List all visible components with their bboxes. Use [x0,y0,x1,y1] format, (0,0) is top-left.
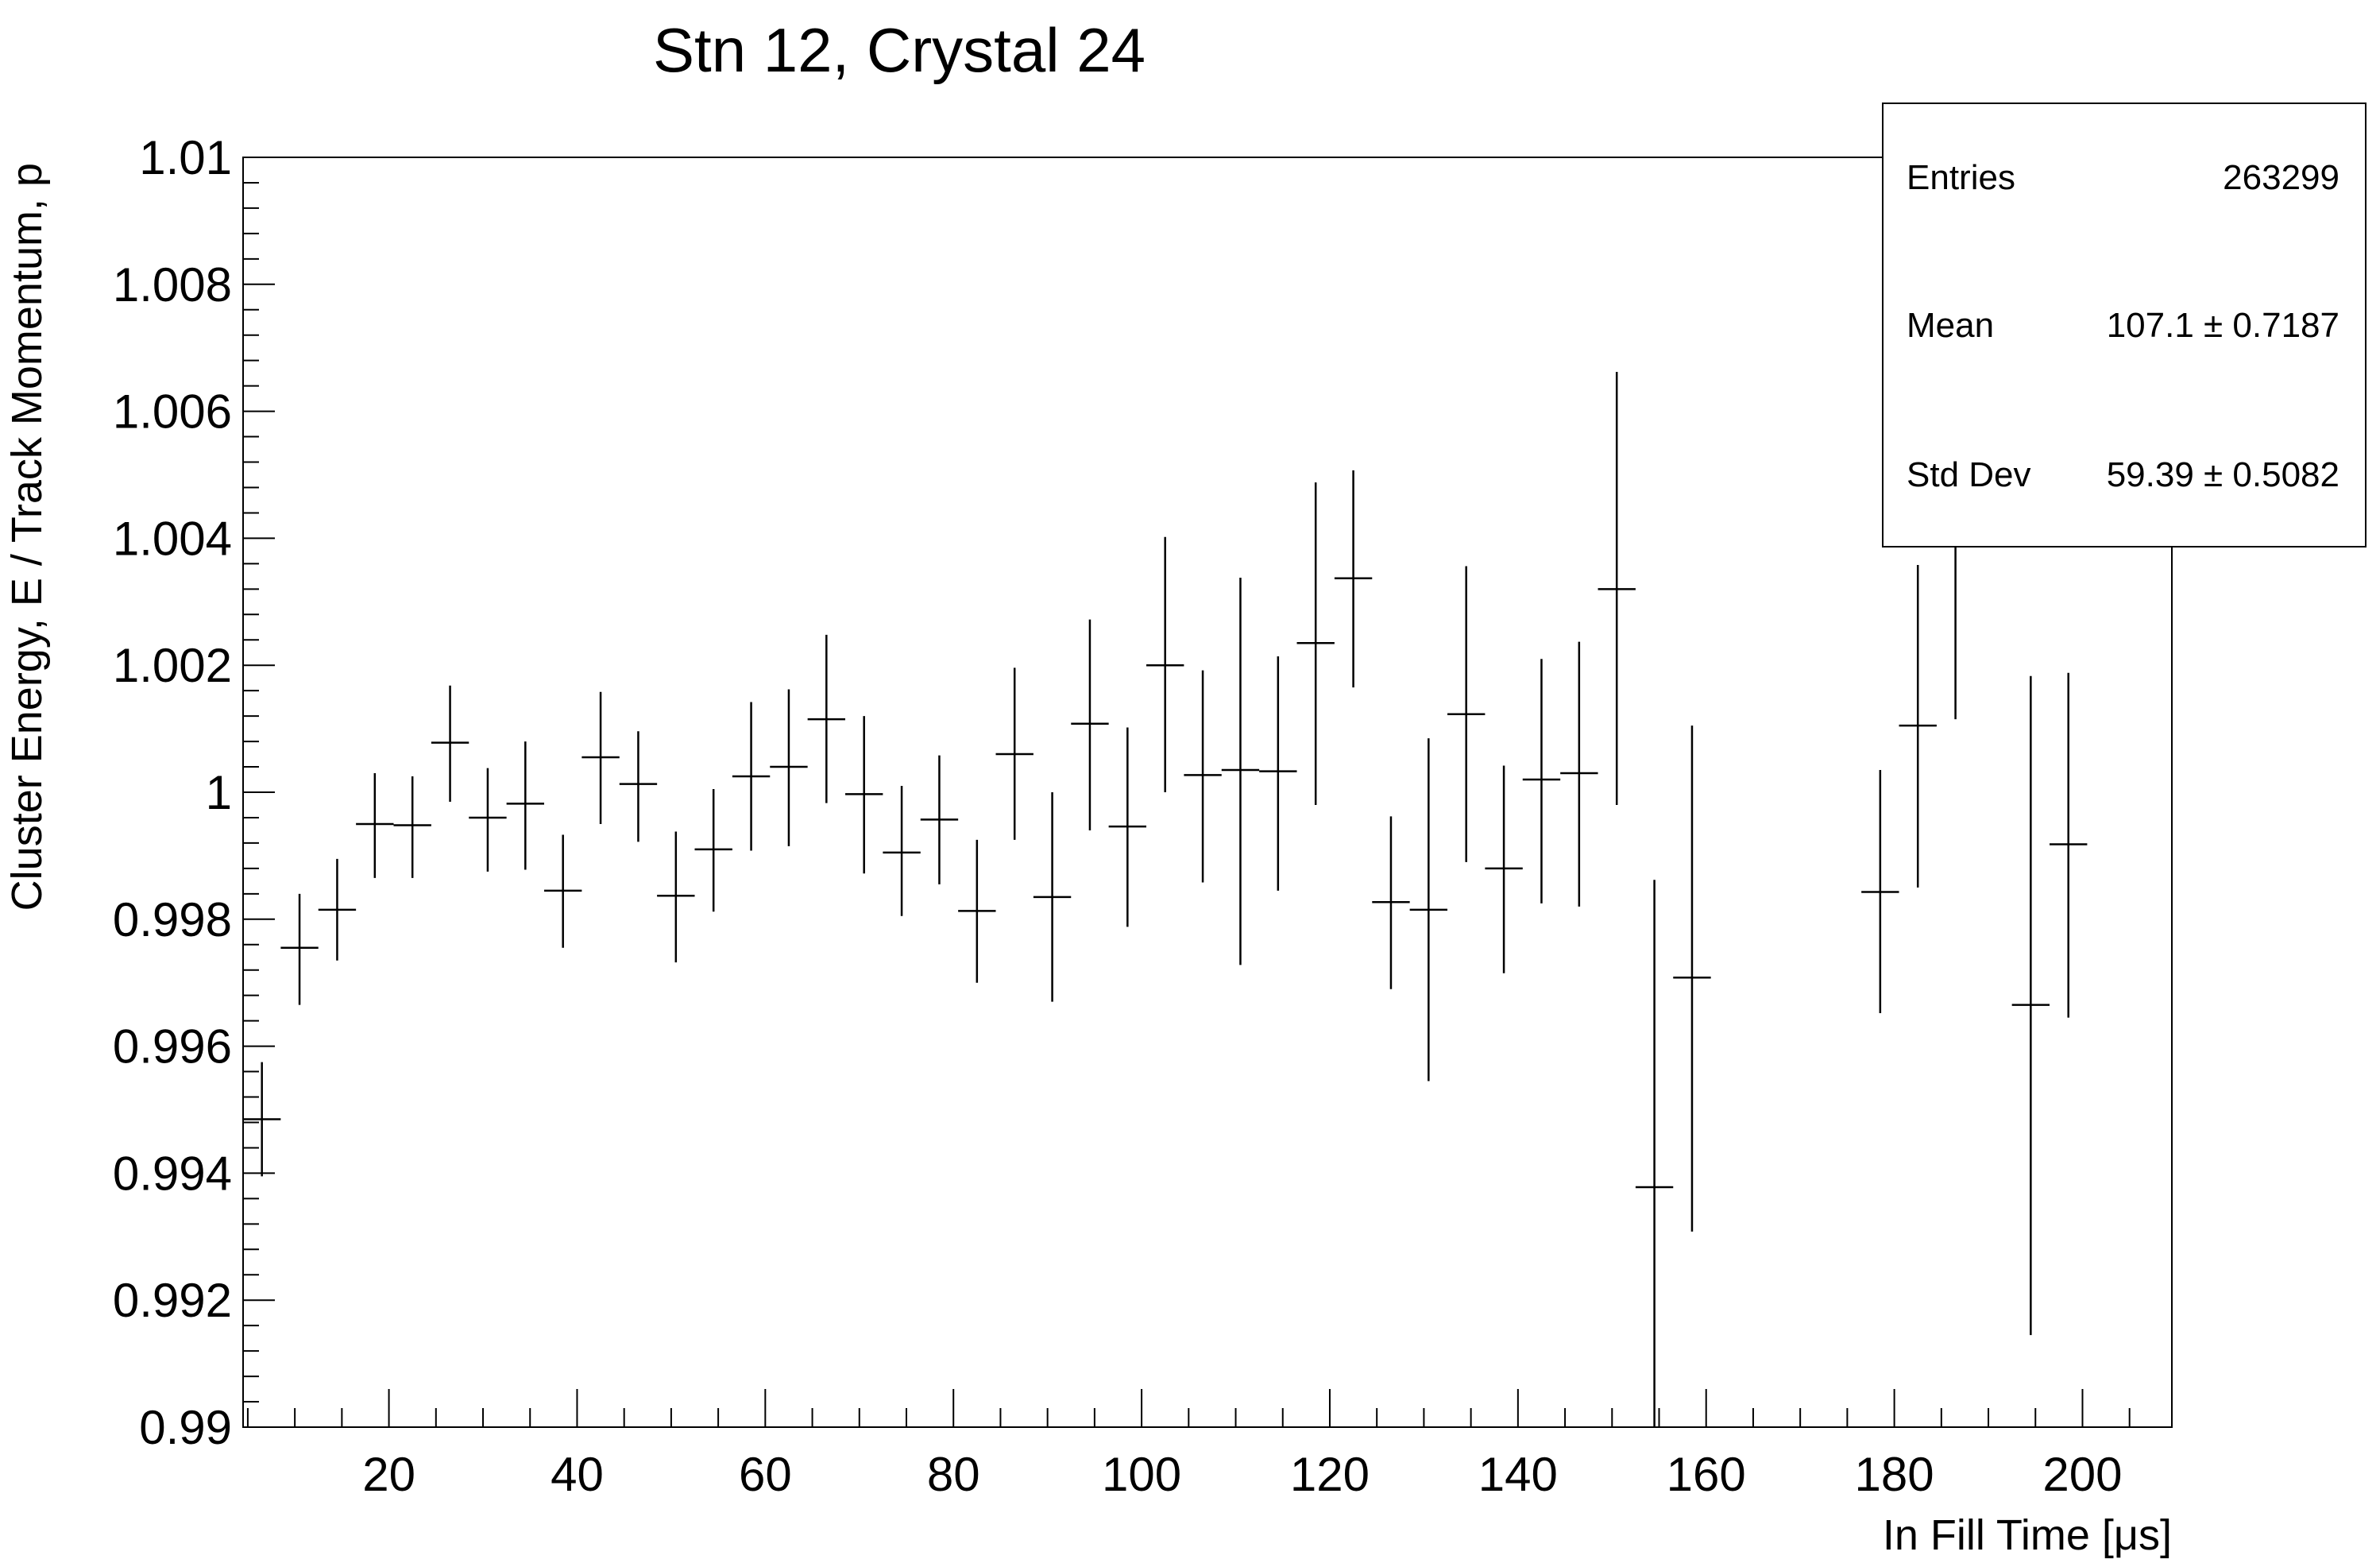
y-tick-label: 0.998 [113,893,232,946]
data-point [1560,641,1598,907]
y-tick-label: 0.996 [113,1020,232,1074]
data-point [2011,675,2050,1336]
data-point [732,702,771,851]
data-point [770,689,808,846]
x-tick-label: 40 [551,1448,604,1501]
data-point [1221,577,1260,965]
y-tick-label: 0.992 [113,1274,232,1327]
data-point [807,634,846,803]
data-point [1861,770,1899,1014]
data-point [431,685,469,802]
data-point [243,1062,281,1177]
stats-mean-value: 107.1 ± 0.7187 [2107,306,2339,345]
data-point [995,667,1034,840]
stats-mean-label: Mean [1907,306,1994,345]
chart-title: Stn 12, Crystal 24 [653,15,1146,85]
x-tick-label: 160 [1667,1448,1746,1501]
stats-entries-value: 263299 [2223,158,2339,197]
data-point [845,716,883,874]
y-tick-label: 1.006 [113,385,232,439]
x-tick-label: 200 [2042,1448,2122,1501]
x-axis: 20 40 60 80 100 120 140 160 180 200 [246,1389,2131,1501]
data-point [2050,672,2088,1018]
stats-stddev-label: Std Dev [1907,455,2031,494]
data-point [920,755,959,884]
stats-box: Entries 263299 Mean 107.1 ± 0.7187 Std D… [1882,103,2366,547]
y-tick-label: 1 [206,766,232,819]
data-point [469,768,507,872]
data-point [1409,738,1448,1081]
data-point [1598,372,1636,805]
data-point [1259,656,1297,891]
stats-box-frame [1882,103,2366,547]
data-point [1334,470,1373,688]
y-tick-label: 1.01 [139,131,232,184]
y-tick-label: 1.008 [113,258,232,311]
data-series [243,344,2088,1427]
data-point [544,834,582,948]
data-point [694,789,732,912]
data-point [1635,880,1674,1427]
x-tick-label: 80 [927,1448,980,1501]
data-point [318,858,357,961]
data-point [657,831,695,963]
x-tick-label: 100 [1102,1448,1181,1501]
data-point [393,776,431,878]
data-point [1071,619,1109,830]
x-tick-label: 60 [739,1448,792,1501]
data-point [1673,725,1711,1232]
stats-entries-label: Entries [1907,158,2015,197]
data-point [1899,564,1937,888]
y-tick-label: 0.99 [139,1401,232,1454]
y-axis: 0.99 0.992 0.994 0.996 0.998 1 1.002 1.004 1.006… [113,131,275,1454]
data-point [1522,659,1561,903]
data-point [581,691,620,824]
data-point [1485,765,1523,973]
data-point [506,741,545,870]
x-axis-label: In Fill Time [μs] [1883,1511,2172,1559]
data-point [1372,816,1410,989]
plot-area: 0.99 0.992 0.994 0.996 0.998 1 1.002 1.004 1.006… [113,131,2173,1501]
data-point [1447,566,1486,862]
data-point [1146,536,1184,792]
data-point [1296,482,1335,805]
x-tick-label: 180 [1855,1448,1934,1501]
stats-stddev-value: 59.39 ± 0.5082 [2107,455,2339,494]
x-tick-label: 140 [1478,1448,1558,1501]
data-point [356,773,394,878]
y-tick-label: 1.004 [113,512,232,565]
data-point [1033,792,1072,1002]
x-tick-label: 20 [362,1448,415,1501]
data-point [883,786,921,916]
data-point [280,893,319,1005]
x-tick-label: 120 [1290,1448,1370,1501]
y-axis-label: Cluster Energy, E / Track Momentum, p [3,163,51,911]
data-point [1108,727,1147,927]
data-point [1184,670,1222,883]
y-tick-label: 1.002 [113,639,232,692]
y-tick-label: 0.994 [113,1147,232,1200]
data-point [958,839,996,983]
data-point [619,731,658,842]
